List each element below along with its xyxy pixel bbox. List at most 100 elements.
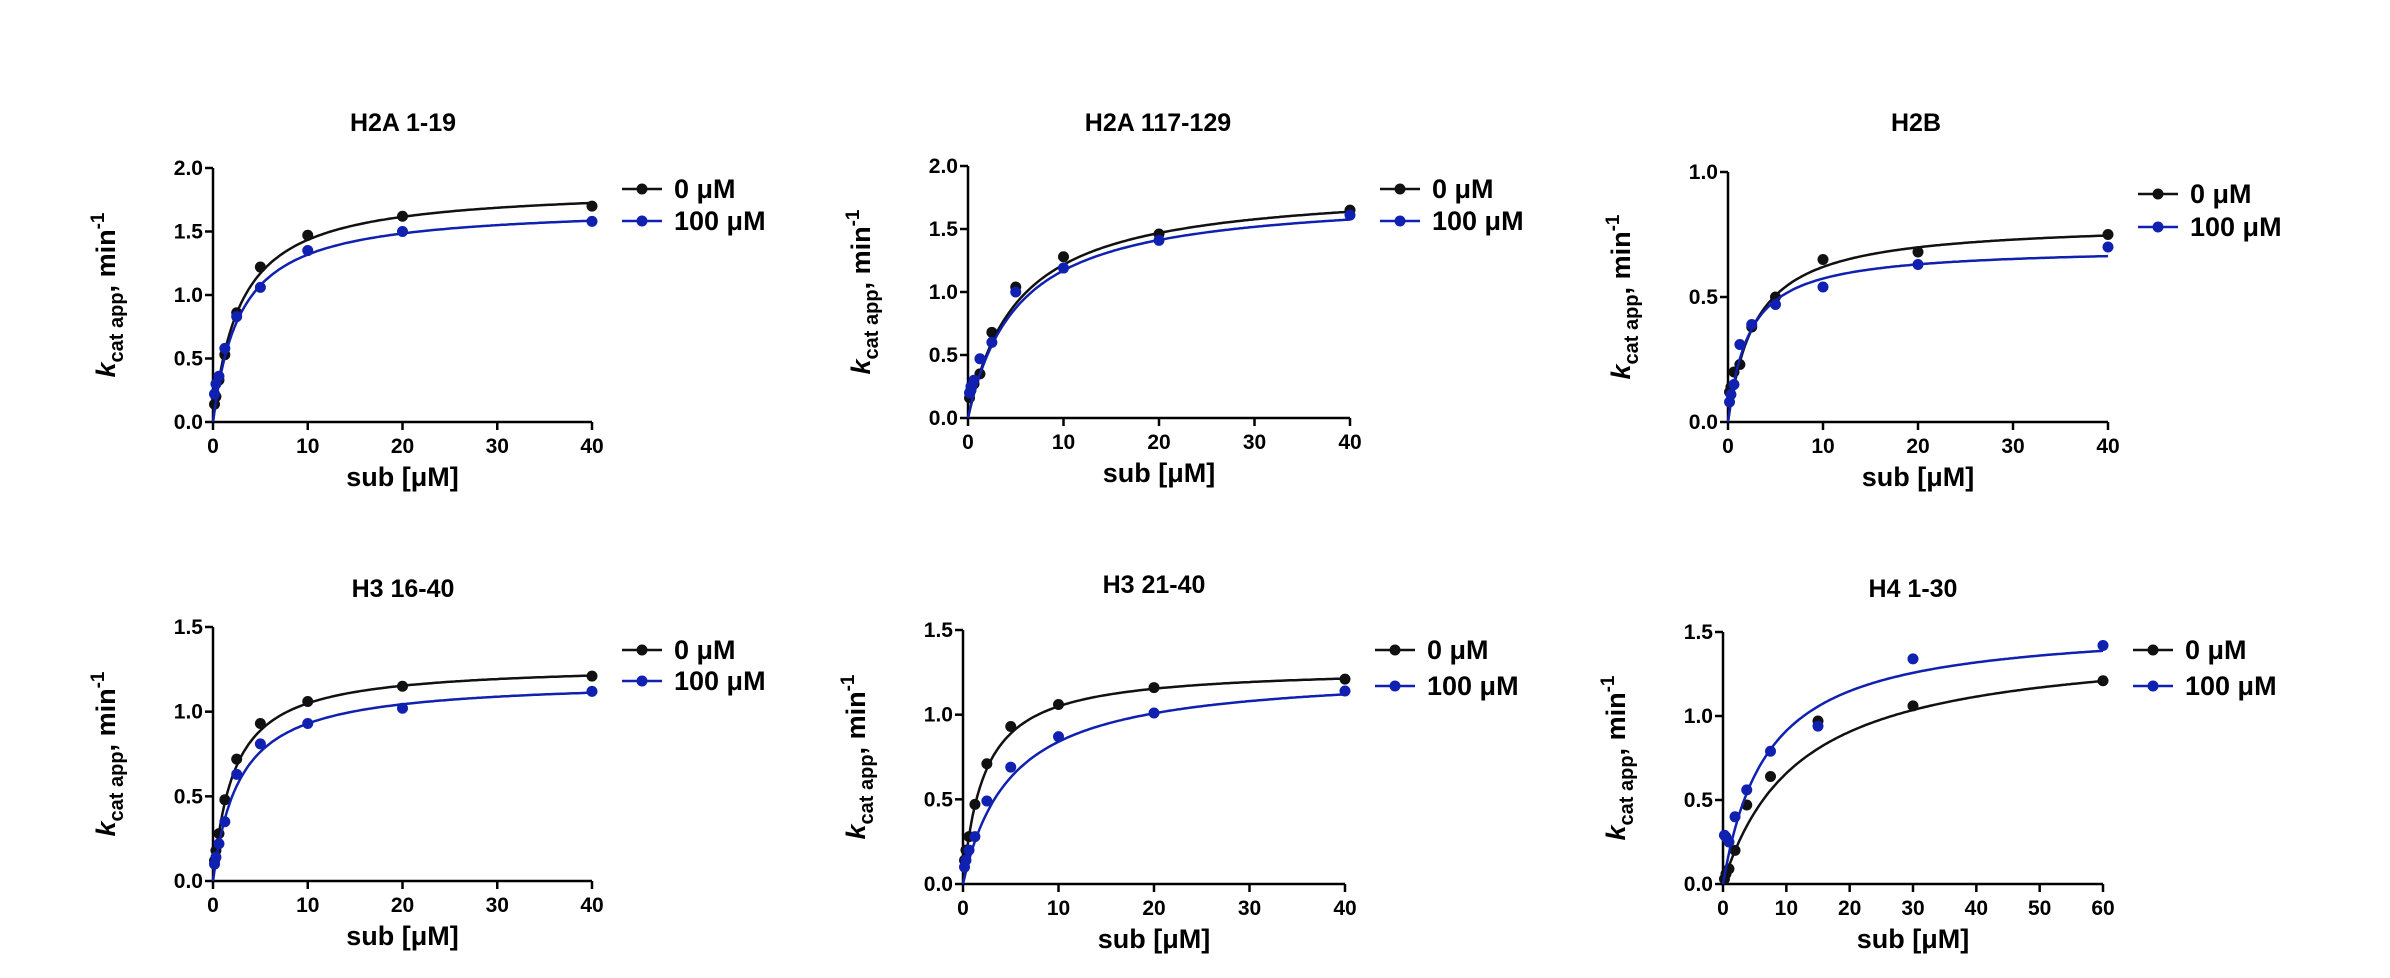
y-label-subscript: cat app — [861, 289, 883, 359]
y-label-superscript: -1 — [88, 671, 109, 688]
y-label-unit: , min — [91, 229, 121, 292]
data-point — [969, 831, 981, 843]
data-point — [968, 374, 980, 386]
data-point — [1765, 745, 1776, 757]
y-tick-label: 0.0 — [174, 411, 203, 434]
x-tick-label: 30 — [1238, 897, 1261, 920]
data-point — [2102, 241, 2114, 253]
y-label-unit: , min — [1601, 692, 1631, 755]
legend-marker — [1394, 183, 1406, 195]
data-point — [981, 795, 993, 807]
y-tick-label: 1.0 — [924, 704, 953, 727]
y-label-superscript: -1 — [1603, 214, 1624, 231]
legend-marker — [636, 644, 648, 656]
legend-label: 100 μM — [2190, 212, 2282, 242]
y-tick-label: 1.5 — [174, 221, 204, 244]
data-point — [397, 210, 408, 222]
data-point — [231, 768, 243, 780]
y-axis-label: kcat app, min-1 — [88, 212, 128, 377]
data-point — [1723, 836, 1735, 848]
x-tick-label: 30 — [486, 894, 509, 917]
y-tick-label: 0.0 — [1684, 873, 1713, 896]
y-tick-label: 1.5 — [174, 616, 204, 639]
y-tick-label: 2.0 — [929, 155, 958, 178]
chart-panel-4: H3 16-40 0 10 20 30 40 0.0 0.5 1.0 1.5 sub [μM] kca… — [88, 575, 766, 951]
data-point — [1912, 246, 1924, 258]
y-tick-label: 1.5 — [929, 218, 959, 241]
x-tick-label: 10 — [1811, 435, 1834, 458]
data-point — [213, 370, 225, 382]
data-point — [213, 838, 225, 850]
data-point — [219, 794, 231, 806]
data-point — [1339, 685, 1351, 697]
fit-curve — [961, 693, 1346, 885]
x-tick-label: 20 — [391, 435, 414, 458]
x-axis-label: sub [μM] — [1862, 462, 1975, 492]
panel-title: H2A 1-19 — [350, 109, 456, 137]
legend-label: 0 μM — [1427, 635, 1489, 665]
legend-label: 100 μM — [674, 666, 766, 696]
panel-title: H3 16-40 — [352, 575, 455, 603]
data-point — [397, 702, 408, 714]
legend-marker — [636, 675, 648, 687]
data-point — [1005, 761, 1017, 773]
x-tick-label: 40 — [1965, 897, 1988, 920]
y-tick-label: 1.0 — [174, 284, 203, 307]
y-tick-label: 0.5 — [174, 785, 204, 808]
series-inhibitor — [959, 685, 1351, 885]
panel-title: H2A 117-129 — [1085, 109, 1231, 137]
series-inhibitor — [209, 685, 598, 882]
x-tick-label: 30 — [1243, 431, 1266, 454]
panel-title: H4 1-30 — [1869, 575, 1958, 603]
legend-label: 0 μM — [674, 635, 736, 665]
data-point — [1817, 281, 1829, 293]
series-control — [959, 673, 1351, 885]
x-tick-label: 10 — [296, 894, 319, 917]
data-point — [1058, 251, 1069, 263]
x-tick-label: 10 — [1047, 897, 1070, 920]
y-label-unit: , min — [846, 226, 876, 289]
x-axis-label: sub [μM] — [1103, 458, 1216, 488]
data-point — [586, 670, 598, 682]
chart-panel-5: H3 21-40 0 10 20 30 40 0.0 0.5 1.0 1.5 sub [μM] kca… — [838, 571, 1519, 954]
data-point — [254, 261, 266, 273]
data-point — [969, 798, 981, 810]
data-point — [960, 854, 972, 866]
y-tick-label: 0.5 — [929, 344, 959, 367]
data-point — [1729, 844, 1741, 856]
y-tick-label: 0.5 — [1689, 286, 1719, 309]
legend-label: 0 μM — [1432, 174, 1494, 204]
y-label-superscript: -1 — [1598, 675, 1619, 692]
data-point — [1725, 389, 1737, 400]
data-point — [1746, 319, 1758, 330]
series-control — [1718, 675, 2109, 885]
series-inhibitor — [1724, 241, 2114, 423]
data-point — [209, 388, 221, 400]
x-tick-label: 0 — [1722, 435, 1734, 458]
legend-label: 0 μM — [2185, 635, 2247, 665]
legend-marker — [1389, 644, 1401, 656]
x-axis-label: sub [μM] — [1857, 924, 1970, 954]
y-label-k: k — [91, 360, 121, 377]
y-tick-label: 2.0 — [174, 157, 203, 180]
chart-panel-3: H2B 0 10 20 30 40 0.0 0.5 1.0 sub [μM] kcat app, m… — [1603, 109, 2282, 492]
data-point — [1734, 339, 1746, 350]
legend-label: 0 μM — [2190, 179, 2252, 209]
x-tick-label: 30 — [2001, 435, 2024, 458]
fit-curve — [211, 219, 593, 423]
data-point — [1010, 286, 1022, 298]
x-tick-label: 40 — [580, 894, 603, 917]
y-label-superscript: -1 — [843, 209, 864, 226]
y-label-k: k — [91, 819, 121, 836]
y-axis-label: kcat app, min-1 — [843, 209, 883, 374]
y-tick-label: 0.0 — [924, 873, 953, 896]
x-axis-label: sub [μM] — [346, 462, 459, 492]
series-inhibitor — [209, 215, 598, 423]
y-tick-label: 1.0 — [929, 281, 958, 304]
y-label-subscript: cat app — [856, 754, 878, 824]
y-tick-label: 0.5 — [1684, 789, 1714, 812]
y-label-subscript: cat app — [106, 751, 128, 821]
data-point — [586, 200, 598, 212]
data-point — [219, 342, 231, 354]
